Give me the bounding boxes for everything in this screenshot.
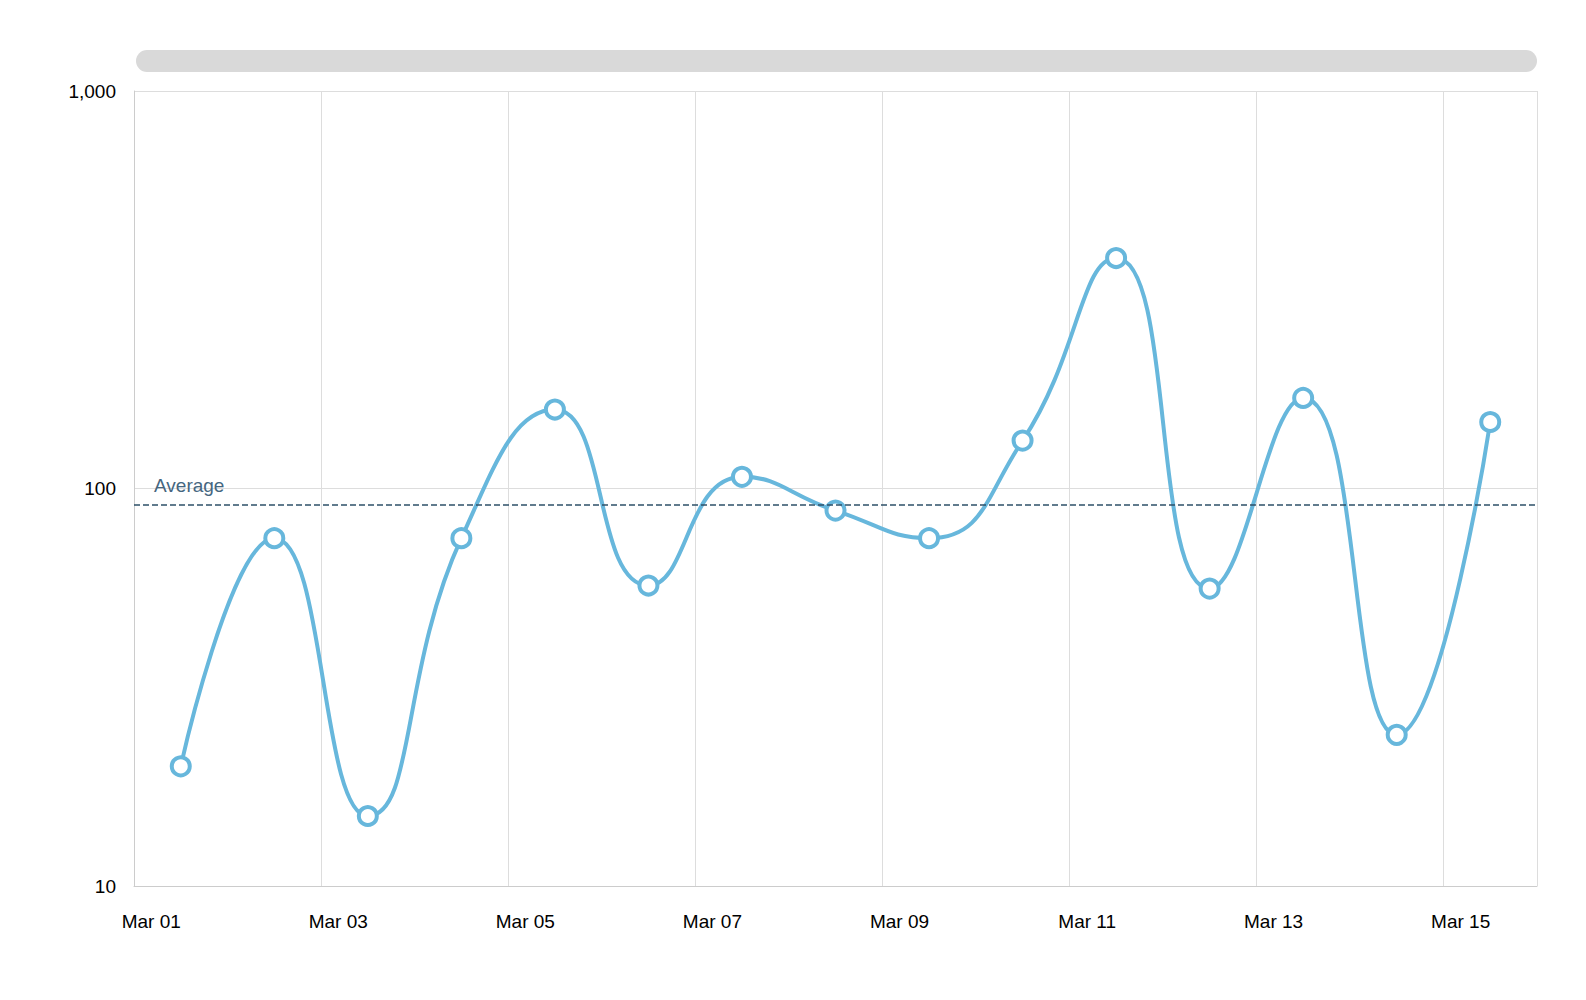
svg-text:10: 10 <box>95 876 116 897</box>
svg-text:Mar 05: Mar 05 <box>496 911 555 932</box>
svg-text:Mar 07: Mar 07 <box>683 911 742 932</box>
svg-text:Average: Average <box>154 475 224 496</box>
svg-text:Mar 13: Mar 13 <box>1244 911 1303 932</box>
svg-text:1,000: 1,000 <box>68 81 116 102</box>
svg-text:Mar 01: Mar 01 <box>122 911 181 932</box>
svg-text:Mar 15: Mar 15 <box>1431 911 1490 932</box>
svg-text:Mar 09: Mar 09 <box>870 911 929 932</box>
svg-text:100: 100 <box>84 478 116 499</box>
svg-text:Mar 11: Mar 11 <box>1058 911 1116 932</box>
svg-text:Mar 03: Mar 03 <box>309 911 368 932</box>
